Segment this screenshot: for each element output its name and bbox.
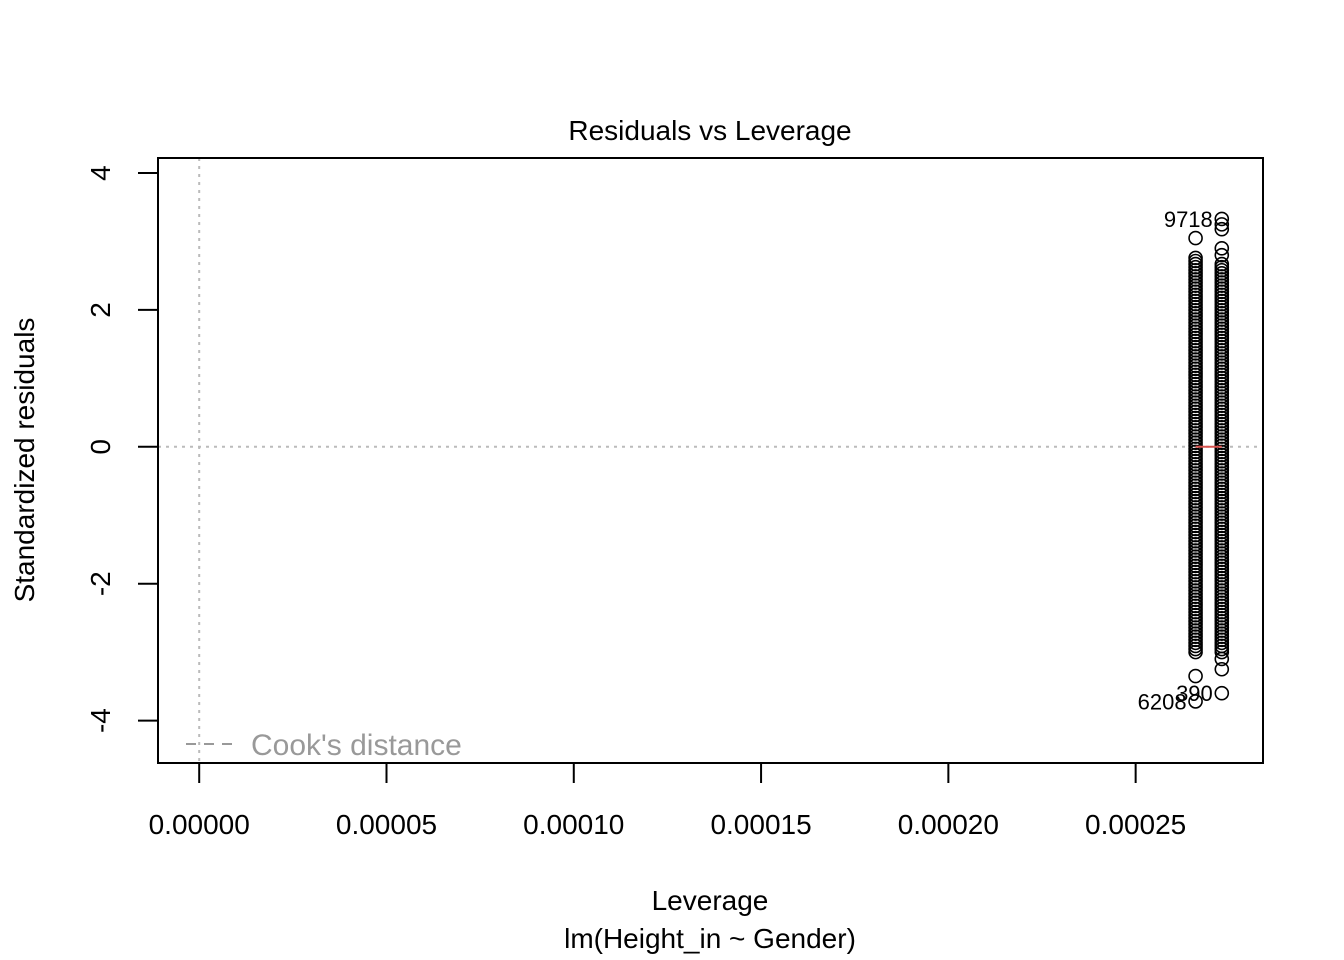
- data-point: [1214, 221, 1230, 237]
- data-point: [1214, 685, 1230, 701]
- x-tick-label: 0.00015: [710, 809, 811, 840]
- legend-label: Cook's distance: [251, 729, 462, 762]
- plot-frame: [157, 157, 1264, 764]
- point-label-9718: 9718: [1164, 207, 1213, 232]
- data-point: [1214, 211, 1230, 227]
- x-tick-label: 0.00020: [898, 809, 999, 840]
- data-point: [1188, 668, 1203, 684]
- data-point: [1188, 694, 1203, 709]
- x-tick-label: 0.00005: [336, 809, 437, 840]
- x-axis-label: Leverage: [652, 885, 769, 916]
- data-point: [1188, 250, 1203, 266]
- y-tick-label: 4: [85, 165, 116, 181]
- legend: Cook's distance: [186, 729, 462, 762]
- data-point: [1214, 217, 1230, 232]
- y-tick-label: 0: [85, 439, 116, 455]
- data-point: [1214, 247, 1230, 263]
- y-axis-label: Standardized residuals: [9, 318, 40, 603]
- data-point: [1214, 241, 1230, 256]
- x-tick-label: 0.00025: [1085, 809, 1186, 840]
- data-point: [1214, 661, 1230, 677]
- x-tick-label: 0.00000: [149, 809, 250, 840]
- y-tick-label: -4: [85, 708, 116, 733]
- reference-lines: [158, 158, 1263, 763]
- chart-subtitle: lm(Height_in ~ Gender): [564, 923, 856, 954]
- y-tick-label: 2: [85, 302, 116, 318]
- y-axis: -4 -2 0 2 4: [85, 165, 159, 733]
- data-points: [1188, 211, 1230, 709]
- x-axis: 0.00000 0.00005 0.00010 0.00015 0.00020 0.000…: [149, 762, 1186, 840]
- data-point: [1188, 230, 1203, 246]
- chart-title: Residuals vs Leverage: [568, 115, 851, 146]
- y-tick-label: -2: [85, 571, 116, 596]
- point-label-390: 390: [1176, 681, 1213, 706]
- data-point: [1214, 651, 1230, 667]
- data-point: [1214, 256, 1230, 272]
- point-label-6208: 6208: [1138, 689, 1187, 714]
- x-tick-label: 0.00010: [523, 809, 624, 840]
